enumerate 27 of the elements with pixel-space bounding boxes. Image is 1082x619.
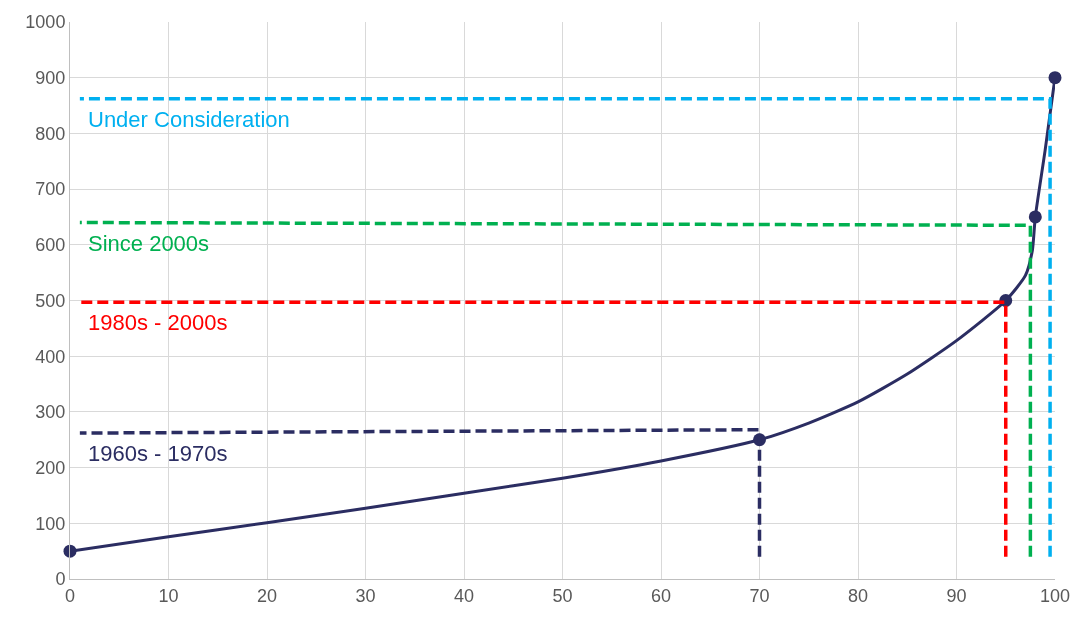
x-tick-label: 100 <box>1039 585 1071 606</box>
x-tick-label: 10 <box>158 585 179 606</box>
x-tick-label: 70 <box>749 585 770 606</box>
series-label: 1960s - 1970s <box>88 441 228 466</box>
y-tick-label: 500 <box>35 290 66 311</box>
series-label: Under Consideration <box>88 107 290 132</box>
y-tick-label: 400 <box>35 346 66 367</box>
y-tick-label: 900 <box>35 68 66 88</box>
y-tick-label: 100 <box>35 513 66 534</box>
point <box>1048 71 1062 85</box>
y-tick-label: 200 <box>35 457 66 478</box>
x-tick-label: 40 <box>453 585 475 606</box>
x-tick-label: 30 <box>355 585 376 606</box>
x-tick-label: 50 <box>552 585 573 606</box>
series-label: Since 2000s <box>88 231 210 256</box>
x-tick-label: 20 <box>256 585 278 606</box>
x-tick-label: 90 <box>946 585 967 606</box>
point <box>1028 210 1042 224</box>
x-tick-label: 60 <box>650 585 672 606</box>
series-label: 1980s - 2000s <box>88 310 228 335</box>
y-tick-label: 300 <box>35 402 66 423</box>
x-tick-label: 80 <box>847 585 869 606</box>
y-tick-label: 800 <box>35 123 66 144</box>
y-tick-label: 0 <box>55 569 66 590</box>
y-tick-label: 600 <box>35 235 66 256</box>
y-tick-label: 1000 <box>25 12 66 33</box>
y-tick-label: 700 <box>35 179 66 200</box>
